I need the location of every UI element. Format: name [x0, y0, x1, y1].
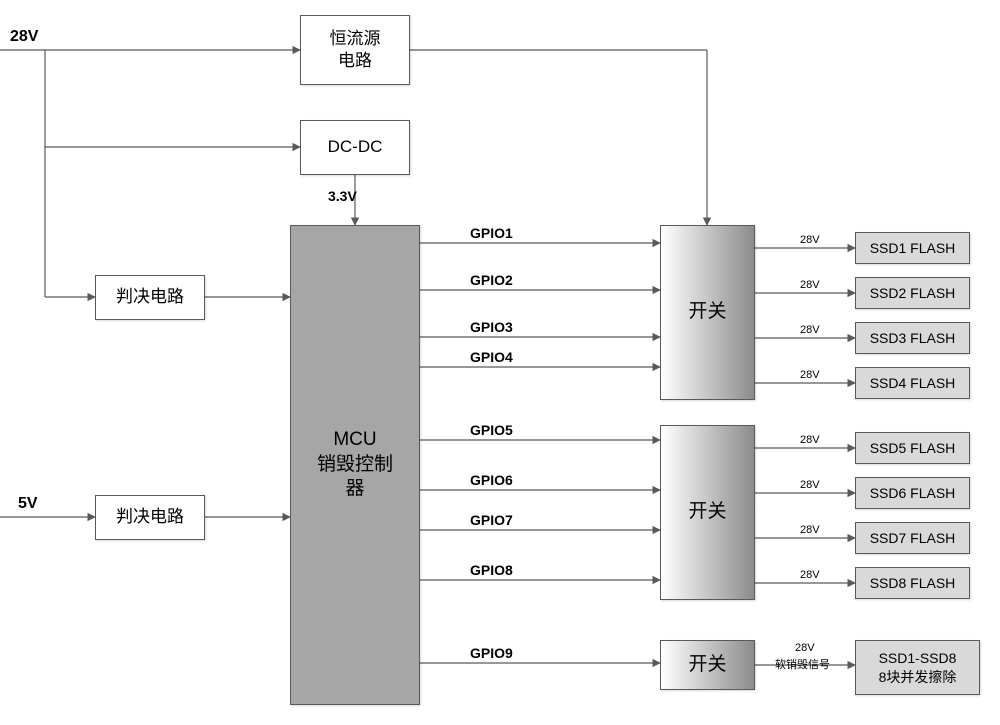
label-out28v-5: 28V — [800, 434, 820, 446]
block-dcdc: DC-DC — [300, 120, 410, 175]
block-switch-2: 开关 — [660, 425, 755, 600]
block-ssd-1: SSD1 FLASH — [855, 232, 970, 264]
block-mcu: MCU 销毁控制 器 — [290, 225, 420, 705]
label-out28v-8: 28V — [800, 569, 820, 581]
label-out28v-9: 28V — [795, 642, 815, 654]
label-gpio-9: GPIO9 — [470, 645, 513, 661]
label-3v3: 3.3V — [328, 188, 357, 204]
label-out28v-7: 28V — [800, 524, 820, 536]
label-gpio-5: GPIO5 — [470, 422, 513, 438]
label-5v: 5V — [18, 495, 38, 513]
block-const-current: 恒流源 电路 — [300, 15, 410, 85]
label-out28v-3: 28V — [800, 324, 820, 336]
label-soft-destroy: 软销毁信号 — [775, 656, 830, 672]
label-gpio-1: GPIO1 — [470, 225, 513, 241]
block-ssd-3: SSD3 FLASH — [855, 322, 970, 354]
block-ssd-7: SSD7 FLASH — [855, 522, 970, 554]
block-switch-3: 开关 — [660, 640, 755, 690]
label-out28v-1: 28V — [800, 234, 820, 246]
label-gpio-2: GPIO2 — [470, 272, 513, 288]
label-gpio-7: GPIO7 — [470, 512, 513, 528]
block-switch-1: 开关 — [660, 225, 755, 400]
block-ssd-5: SSD5 FLASH — [855, 432, 970, 464]
block-judge-1: 判决电路 — [95, 275, 205, 320]
block-ssd-2: SSD2 FLASH — [855, 277, 970, 309]
label-gpio-8: GPIO8 — [470, 562, 513, 578]
label-gpio-6: GPIO6 — [470, 472, 513, 488]
block-ssd-8: SSD8 FLASH — [855, 567, 970, 599]
block-ssd-6: SSD6 FLASH — [855, 477, 970, 509]
block-ssd-4: SSD4 FLASH — [855, 367, 970, 399]
label-out28v-4: 28V — [800, 369, 820, 381]
diagram-canvas: 28V 5V 3.3V 恒流源 电路 DC-DC 判决电路 判决电路 MCU 销… — [0, 0, 1000, 725]
block-judge-2: 判决电路 — [95, 495, 205, 540]
label-out28v-6: 28V — [800, 479, 820, 491]
label-28v: 28V — [10, 28, 38, 46]
block-ssd-9: SSD1-SSD8 8块并发擦除 — [855, 640, 980, 695]
label-gpio-4: GPIO4 — [470, 349, 513, 365]
label-out28v-2: 28V — [800, 279, 820, 291]
label-gpio-3: GPIO3 — [470, 319, 513, 335]
